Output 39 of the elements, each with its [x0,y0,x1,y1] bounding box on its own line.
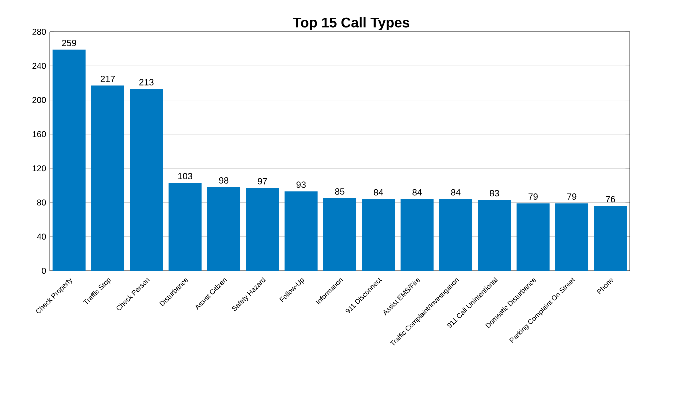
data-label: 97 [258,178,268,185]
y-tick-label: 0 [42,268,46,274]
data-label: 217 [100,76,116,82]
bar [362,199,396,271]
bar [400,199,434,271]
y-tick-label: 80 [37,200,46,206]
data-label: 84 [374,189,384,196]
data-label: 85 [335,188,345,195]
y-tick-label: 40 [37,234,46,240]
y-tick-label: 280 [32,28,46,36]
data-label: 84 [451,189,461,196]
data-label: 84 [412,189,422,196]
data-label: 259 [62,40,76,46]
bar [284,192,318,271]
bar [52,50,86,271]
data-label: 98 [219,177,229,184]
data-label: 93 [296,182,306,188]
data-label: 76 [606,196,616,203]
data-label: 213 [140,79,154,86]
y-tick-label: 240 [32,63,46,70]
bar [478,200,512,271]
bar [168,183,202,271]
bar [130,89,164,271]
data-label: 83 [490,190,500,197]
y-tick-label: 160 [32,131,46,138]
data-label: 79 [567,194,577,200]
y-tick-label: 200 [32,97,46,104]
bar [208,187,240,271]
y-tick-label: 120 [32,166,46,172]
bar [594,206,628,271]
bar [516,204,550,271]
bar [556,204,589,271]
bar [92,86,124,271]
data-label: 79 [528,194,538,200]
data-label: 103 [178,173,192,180]
bar [324,198,357,271]
bar [246,188,280,271]
chart-title: Top 15 Call Types [293,17,410,31]
bar [440,199,473,271]
